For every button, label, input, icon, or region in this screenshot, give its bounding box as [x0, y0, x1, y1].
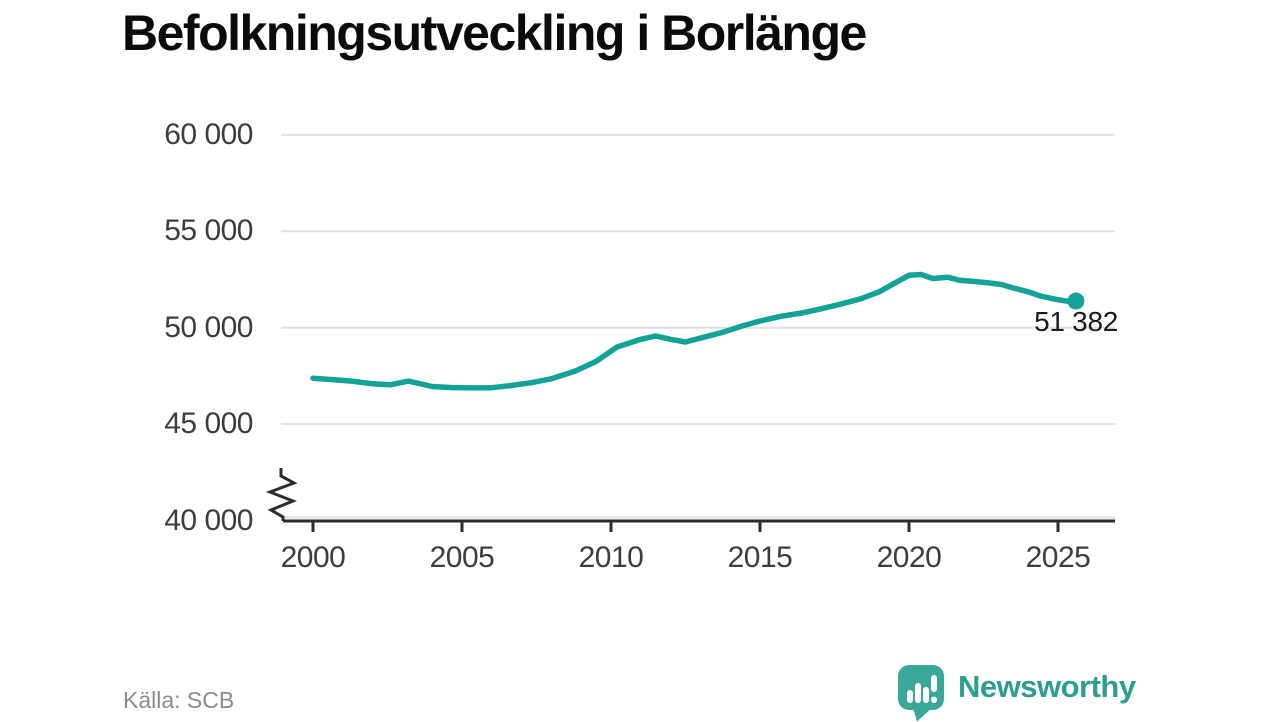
- newsworthy-bubble-barchart-icon: [898, 665, 944, 722]
- x-axis-tick-label-2005: 2005: [429, 541, 495, 574]
- latest-value-dot: [1067, 292, 1085, 310]
- y-axis-tick-label-50000: 50 000: [164, 310, 253, 344]
- x-axis-tick-label-2010: 2010: [578, 541, 644, 574]
- population-line: [310, 271, 1079, 391]
- y-axis-break-zigzag: [265, 468, 298, 521]
- latest-value-label: 51 382: [1034, 306, 1118, 337]
- chart-title: Befolkningsutveckling i Borlänge: [122, 5, 867, 61]
- y-axis-tick-label-45000: 45 000: [164, 407, 253, 441]
- x-axis-tick-label-2025: 2025: [1025, 541, 1091, 574]
- y-axis-tick-label-40000: 40 000: [164, 503, 253, 537]
- x-axis-tick-label-2020: 2020: [876, 541, 942, 574]
- x-axis-tick-label-2000: 2000: [280, 541, 346, 574]
- y-axis-tick-label-60000: 60 000: [164, 117, 253, 151]
- x-axis-tick-label-2015: 2015: [727, 541, 793, 574]
- source-credit: Källa: SCB: [123, 687, 235, 713]
- newsworthy-logo: Newsworthy: [897, 664, 1136, 722]
- newsworthy-wordmark: Newsworthy: [958, 669, 1136, 704]
- y-axis-tick-label-55000: 55 000: [164, 214, 253, 248]
